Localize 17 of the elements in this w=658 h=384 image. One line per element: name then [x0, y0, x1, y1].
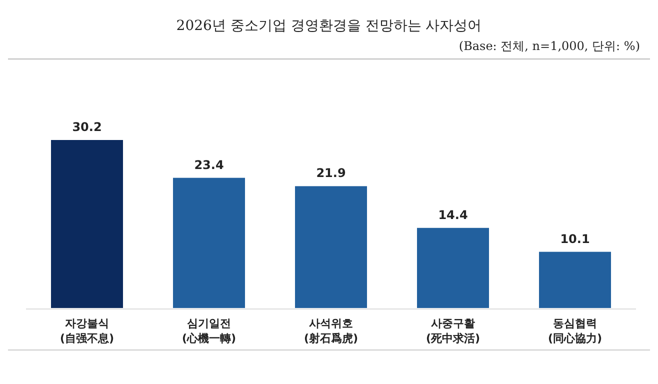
bar: [417, 228, 489, 308]
x-tick-label: 심기일전 (心機一轉): [182, 317, 236, 345]
x-tick-label: 사중구활 (死中求活): [426, 317, 480, 345]
bar: [51, 140, 123, 308]
bar: [173, 178, 245, 308]
data-label: 23.4: [194, 158, 224, 172]
data-label: 14.4: [438, 208, 468, 222]
chart-subtitle: (Base: 전체, n=1,000, 단위: %): [458, 39, 640, 53]
chart-title: 2026년 중소기업 경영환경을 전망하는 사자성어: [176, 18, 482, 34]
data-label: 21.9: [316, 166, 346, 180]
x-tick-label: 동심협력 (同心協力): [548, 317, 602, 345]
bar: [539, 252, 611, 308]
x-tick-label: 사석위호 (射石爲虎): [304, 317, 358, 345]
bar: [295, 186, 367, 308]
data-label: 30.2: [72, 120, 102, 134]
x-tick-label: 자강불식 (自强不息): [60, 317, 114, 345]
data-label: 10.1: [560, 232, 590, 246]
